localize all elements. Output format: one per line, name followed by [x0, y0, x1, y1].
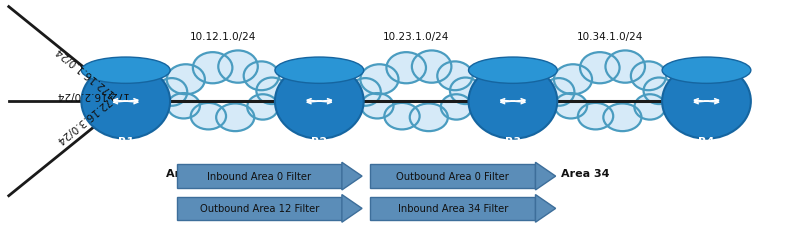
Ellipse shape — [412, 51, 452, 83]
Text: 10.34.1.0/24: 10.34.1.0/24 — [576, 32, 643, 42]
Ellipse shape — [554, 65, 592, 95]
Ellipse shape — [82, 58, 170, 84]
Ellipse shape — [191, 103, 226, 130]
Ellipse shape — [256, 78, 288, 105]
Ellipse shape — [350, 79, 381, 106]
Ellipse shape — [543, 79, 574, 106]
FancyBboxPatch shape — [176, 197, 342, 220]
FancyBboxPatch shape — [176, 165, 342, 188]
Text: 10.12.1.0/24: 10.12.1.0/24 — [189, 32, 255, 42]
Polygon shape — [342, 163, 362, 190]
Ellipse shape — [167, 94, 200, 119]
Ellipse shape — [244, 62, 279, 91]
Ellipse shape — [469, 58, 558, 84]
Ellipse shape — [247, 95, 278, 120]
Ellipse shape — [578, 103, 613, 130]
Text: Area 34: Area 34 — [562, 168, 610, 178]
Ellipse shape — [82, 64, 170, 139]
FancyBboxPatch shape — [370, 165, 536, 188]
Ellipse shape — [166, 65, 205, 95]
Text: Area 0: Area 0 — [372, 168, 412, 178]
Text: 172.16.3.0/24: 172.16.3.0/24 — [52, 92, 115, 146]
Text: Outbound Area 0 Filter: Outbound Area 0 Filter — [397, 171, 509, 181]
Text: R2: R2 — [311, 137, 327, 147]
Polygon shape — [536, 163, 556, 190]
Ellipse shape — [634, 95, 666, 120]
Ellipse shape — [217, 104, 255, 132]
Ellipse shape — [437, 62, 473, 91]
Polygon shape — [536, 195, 556, 222]
Ellipse shape — [643, 78, 675, 105]
FancyBboxPatch shape — [370, 197, 536, 220]
Text: Inbound Area 0 Filter: Inbound Area 0 Filter — [207, 171, 311, 181]
Ellipse shape — [193, 53, 233, 84]
Ellipse shape — [662, 58, 751, 84]
Text: 172.16.2.0/24: 172.16.2.0/24 — [55, 90, 128, 100]
Text: R1: R1 — [118, 137, 134, 147]
Ellipse shape — [361, 94, 393, 119]
Text: 10.23.1.0/24: 10.23.1.0/24 — [383, 32, 449, 42]
Ellipse shape — [385, 103, 419, 130]
Ellipse shape — [386, 53, 426, 84]
Ellipse shape — [631, 62, 666, 91]
Ellipse shape — [604, 104, 642, 132]
Ellipse shape — [662, 64, 751, 139]
Ellipse shape — [450, 78, 481, 105]
Ellipse shape — [554, 94, 587, 119]
Text: R4: R4 — [698, 137, 714, 147]
Ellipse shape — [275, 58, 364, 84]
Ellipse shape — [441, 95, 472, 120]
Ellipse shape — [605, 51, 645, 83]
Text: R3: R3 — [505, 137, 521, 147]
Ellipse shape — [580, 53, 620, 84]
Text: Inbound Area 34 Filter: Inbound Area 34 Filter — [398, 204, 508, 213]
Text: Area 12: Area 12 — [166, 168, 215, 178]
Ellipse shape — [156, 79, 187, 106]
Ellipse shape — [469, 64, 558, 139]
Polygon shape — [342, 195, 362, 222]
Text: Outbound Area 12 Filter: Outbound Area 12 Filter — [200, 204, 319, 213]
Ellipse shape — [275, 64, 364, 139]
Ellipse shape — [410, 104, 448, 132]
Text: 172.16.1.0/24: 172.16.1.0/24 — [52, 44, 115, 97]
Ellipse shape — [360, 65, 398, 95]
Ellipse shape — [218, 51, 258, 83]
